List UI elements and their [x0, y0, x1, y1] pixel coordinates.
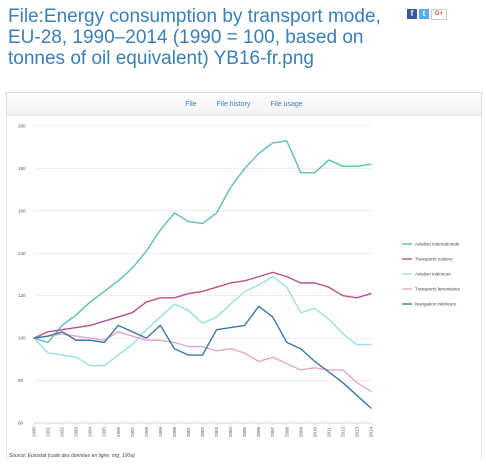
- x-tick-label: 2005: [242, 426, 247, 437]
- page-title: File:Energy consumption by transport mod…: [8, 6, 381, 69]
- line-chart: 60 80 100 120 140 160 180 200 1990 1991 1992 1993 1…: [9, 124, 461, 460]
- legend-label: Transports ferroviaires: [415, 287, 461, 292]
- x-tick-label: 2010: [312, 426, 317, 437]
- tab-file-history[interactable]: File history: [216, 100, 251, 108]
- y-tick-label: 180: [18, 166, 26, 171]
- series-line: [33, 140, 372, 344]
- facebook-icon[interactable]: f: [407, 9, 417, 19]
- x-tick-label: 1992: [60, 426, 65, 437]
- x-tick-label: 2006: [256, 426, 261, 437]
- y-tick-label: 60: [18, 421, 24, 426]
- x-tick-label: 2002: [200, 426, 205, 437]
- x-tick-label: 1999: [158, 426, 163, 437]
- x-tick-label: 1995: [102, 426, 107, 437]
- x-tick-label: 1996: [116, 426, 121, 437]
- y-tick-label: 120: [18, 293, 26, 298]
- y-tick-label: 100: [18, 336, 26, 341]
- x-tick-label: 2009: [298, 426, 303, 437]
- series-line: [33, 331, 372, 392]
- legend-label: Navigation intérieure: [415, 302, 457, 307]
- y-tick-label: 140: [18, 251, 26, 256]
- twitter-icon[interactable]: t: [419, 9, 429, 19]
- share-buttons: f t G+: [407, 9, 447, 20]
- series-line: [33, 305, 372, 409]
- x-tick-label: 2008: [284, 426, 289, 437]
- x-tick-label: 1997: [130, 426, 135, 437]
- series-line: [33, 275, 372, 367]
- chart-source: Source: Eurostat (code des données en li…: [9, 453, 135, 459]
- x-tick-label: 1993: [74, 426, 79, 437]
- x-tick-label: 1990: [32, 426, 37, 437]
- x-tick-label: 1998: [144, 426, 149, 437]
- x-tick-label: 2013: [354, 426, 359, 437]
- x-tick-label: 2000: [172, 426, 177, 437]
- legend-label: Transports routiers: [415, 257, 453, 262]
- x-tick-label: 2014: [369, 426, 374, 437]
- y-tick-label: 160: [18, 208, 26, 213]
- x-tick-label: 2012: [340, 426, 345, 437]
- legend-label: Aviation internationale: [415, 242, 460, 247]
- x-tick-label: 2007: [270, 426, 275, 437]
- y-tick-label: 200: [18, 124, 26, 129]
- x-tick-label: 2001: [186, 426, 191, 437]
- chart-figure: 60 80 100 120 140 160 180 200 1990 1991 1992 1993 1…: [6, 114, 482, 460]
- x-tick-label: 1994: [88, 426, 93, 437]
- x-tick-label: 2011: [326, 427, 331, 437]
- legend-label: Aviation intérieure: [415, 272, 451, 277]
- y-tick-label: 80: [18, 378, 24, 383]
- googleplus-icon[interactable]: G+: [431, 9, 447, 20]
- x-tick-label: 1991: [46, 426, 51, 437]
- file-tab-bar: File File history File usage: [6, 92, 482, 116]
- x-tick-label: 2003: [214, 426, 219, 437]
- x-tick-label: 2004: [228, 426, 233, 437]
- tab-file-usage[interactable]: File usage: [270, 100, 303, 108]
- series-line: [33, 271, 372, 339]
- tab-file[interactable]: File: [185, 100, 197, 108]
